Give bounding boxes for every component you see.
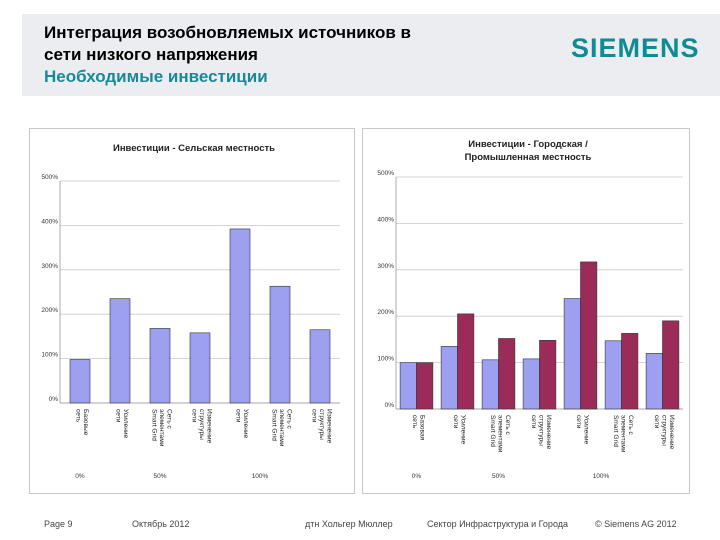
x-tick-label: элементами <box>497 415 504 453</box>
bar-blue <box>563 298 581 410</box>
y-tick-label: 0% <box>385 402 395 409</box>
x-tick-label: Изменение <box>668 415 675 450</box>
chart-rural-svg: Инвестиции - Сельская местность 0% 100% 200… <box>41 143 340 480</box>
siemens-logo: SIEMENS <box>571 33 700 63</box>
footer-author: дтн Хольгер Мюллер <box>305 519 393 529</box>
x-tick-label: Базовые <box>82 409 89 436</box>
bar-blue <box>149 328 171 404</box>
x-tick-label: сети <box>452 415 459 429</box>
x-tick-label: сеть <box>411 415 418 429</box>
header-bar <box>22 14 720 96</box>
x-tick-label: Сеть с <box>286 409 293 429</box>
page-title-line1: Интеграция возобновляемых источников в <box>44 23 411 42</box>
footer-sector: Сектор Инфраструктура и Города <box>427 519 569 529</box>
x-tick-label: Smart Grid <box>612 415 619 447</box>
group-label: 100% <box>252 473 269 480</box>
group-label: 50% <box>153 473 166 480</box>
x-tick-label: сеть <box>74 409 81 423</box>
chart-title: Инвестиции - Сельская местность <box>113 143 275 154</box>
y-tick-label: 300% <box>377 263 394 270</box>
x-tick-label: Сеть с <box>504 415 511 435</box>
group-label: 100% <box>593 473 610 480</box>
bar-blue <box>481 359 499 410</box>
bar-maroon <box>580 261 598 410</box>
bar-maroon <box>621 333 639 410</box>
page-subtitle: Необходимые инвестиции <box>44 67 268 86</box>
x-tick-label: Smart Grid <box>271 409 278 441</box>
x-tick-label: элементами <box>620 415 627 453</box>
bar-blue <box>399 362 417 410</box>
bar-blue <box>109 298 131 404</box>
x-tick-label: сети <box>653 415 660 429</box>
x-tick-label: элементами <box>278 409 285 447</box>
x-tick-label: сети <box>191 409 198 423</box>
bar-blue <box>440 346 458 410</box>
bar-blue <box>69 359 91 404</box>
bar-blue <box>604 340 622 410</box>
group-label: 50% <box>492 473 505 480</box>
footer-copyright: © Siemens AG 2012 <box>595 519 677 529</box>
x-tick-label: элементами <box>158 409 165 447</box>
x-tick-label: Smart Grid <box>489 415 496 447</box>
bar-blue <box>309 329 331 404</box>
x-tick-label: Изменение <box>206 409 213 444</box>
footer-page: Page 9 <box>44 519 73 529</box>
bar-blue <box>229 228 251 404</box>
x-tick-label: Базовая <box>418 415 425 441</box>
bar-maroon <box>416 362 434 410</box>
x-tick-label: Усиление <box>582 415 589 445</box>
y-tick-label: 300% <box>41 263 58 270</box>
bar-blue <box>269 285 291 404</box>
chart-rural: Инвестиции - Сельская местность 0% 100% 200… <box>29 128 355 494</box>
bar-maroon <box>539 340 557 410</box>
x-tick-label: сети <box>114 409 121 423</box>
bar-blue <box>645 353 663 410</box>
x-tick-label: сети <box>311 409 318 423</box>
x-tick-label: структуры <box>538 415 545 446</box>
y-tick-label: 400% <box>377 216 394 223</box>
bar-blue <box>522 358 540 410</box>
bar-maroon <box>662 320 680 410</box>
group-label: 0% <box>412 473 422 480</box>
x-tick-label: сети <box>530 415 537 429</box>
y-tick-label: 100% <box>377 356 394 363</box>
x-tick-label: структуры <box>198 409 205 440</box>
x-tick-label: Усиление <box>459 415 466 445</box>
x-tick-label: Усиление <box>242 409 249 439</box>
y-tick-label: 500% <box>377 170 394 177</box>
bar-maroon <box>457 313 475 410</box>
bar-blue <box>189 332 211 404</box>
chart-title: Промышленная местность <box>465 152 592 163</box>
page-title: Интеграция возобновляемых источников в с… <box>44 22 514 66</box>
y-tick-label: 100% <box>41 352 58 359</box>
x-tick-label: структуры <box>318 409 325 440</box>
y-tick-label: 500% <box>41 174 58 181</box>
x-tick-label: Smart Grid <box>151 409 158 441</box>
chart-urban: Инвестиции - Городская / Промышленная мес… <box>362 128 690 494</box>
x-tick-label: структуры <box>661 415 668 446</box>
y-tick-label: 0% <box>49 396 59 403</box>
page-title-line2: сети низкого напряжения <box>44 45 258 64</box>
y-tick-label: 200% <box>41 307 58 314</box>
chart-urban-svg: Инвестиции - Городская / Промышленная мес… <box>377 139 683 480</box>
footer-date: Октябрь 2012 <box>132 519 190 529</box>
x-tick-label: Изменение <box>326 409 333 444</box>
x-tick-label: Усиление <box>122 409 129 439</box>
group-label: 0% <box>75 473 85 480</box>
chart-title: Инвестиции - Городская / <box>468 139 588 150</box>
bar-maroon <box>498 338 516 410</box>
x-tick-label: Сеть с <box>627 415 634 435</box>
y-tick-label: 400% <box>41 218 58 225</box>
x-tick-label: сети <box>234 409 241 423</box>
x-tick-label: Сеть с <box>166 409 173 429</box>
y-tick-label: 200% <box>377 309 394 316</box>
x-tick-label: Изменение <box>545 415 552 450</box>
x-tick-label: сети <box>575 415 582 429</box>
